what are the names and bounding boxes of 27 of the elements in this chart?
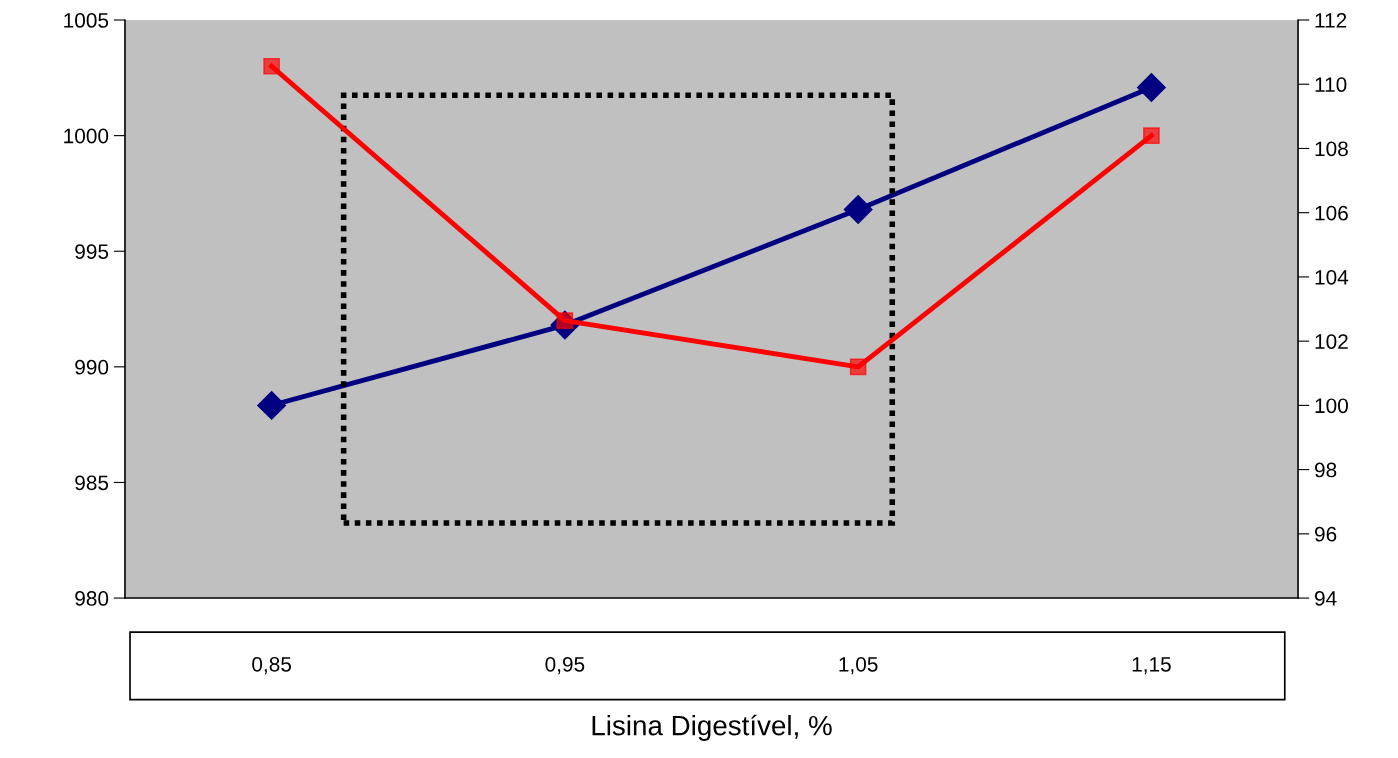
y-tick-label: 985: [75, 475, 109, 491]
x-tick-label: 0,85: [252, 656, 292, 675]
y2-tick-label: 104: [1315, 269, 1349, 285]
point: [1136, 73, 1166, 102]
y-tick-label: 1005: [64, 13, 109, 28]
x-axis-title: Lisina Digestível, %: [592, 714, 832, 741]
y2-tick-label: 112: [1315, 13, 1347, 28]
y2-tick-label: 98: [1314, 462, 1337, 478]
y2-tick-label: 100: [1315, 398, 1348, 414]
point: [1143, 127, 1160, 144]
y2-tick-label: 102: [1315, 334, 1348, 349]
y-tick-label: 990: [75, 359, 109, 375]
y-tick-label: 980: [75, 591, 109, 606]
point: [849, 358, 867, 376]
x-tick-label: 1,05: [839, 656, 878, 675]
x-tick-label: 1,15: [1132, 657, 1171, 675]
y-tick-label: 995: [75, 244, 109, 259]
y2-tick-label: 94: [1314, 591, 1337, 606]
y2-tick-label: 108: [1315, 141, 1348, 157]
y2-tick-label: 96: [1314, 526, 1337, 542]
point: [843, 195, 873, 224]
y-tick-label: 1000: [64, 128, 109, 144]
x-tick-label: 0,95: [545, 656, 585, 675]
point: [257, 390, 287, 420]
point: [263, 57, 280, 75]
y2-tick-label: 110: [1315, 77, 1347, 92]
y2-tick-label: 106: [1315, 205, 1348, 221]
